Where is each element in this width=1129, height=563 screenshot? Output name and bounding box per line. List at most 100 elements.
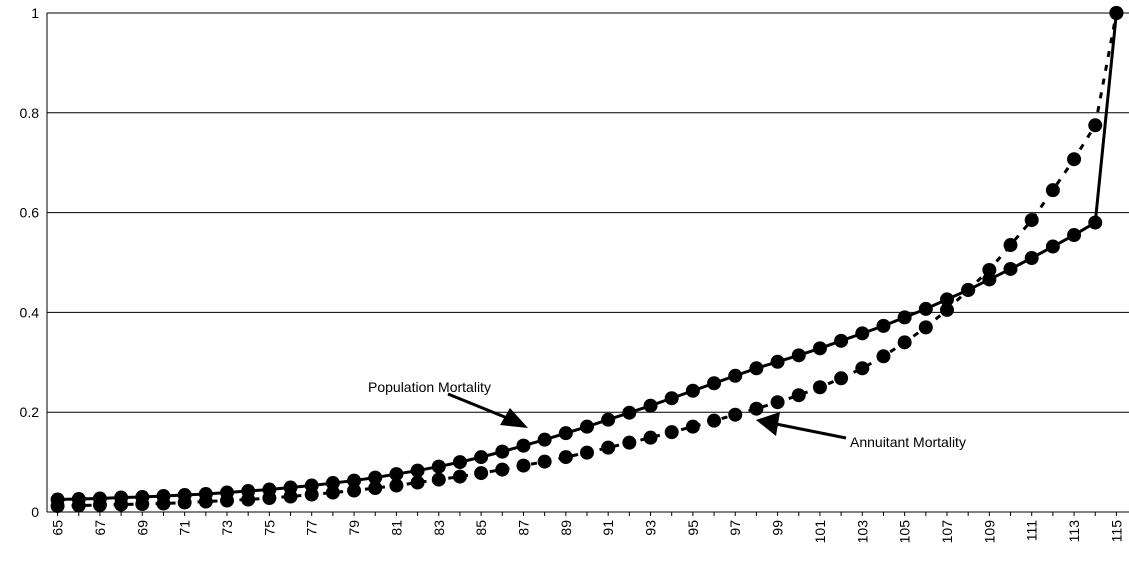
x-tick-label: 109 [981,520,997,544]
x-tick-label: 75 [261,520,277,536]
data-point [580,419,594,434]
data-point [664,391,679,406]
data-point [812,341,827,356]
data-point [1003,238,1018,253]
data-point [431,472,446,487]
data-point [834,333,849,348]
data-point [71,498,86,513]
data-point [431,459,446,474]
arrow-shaft [447,392,513,422]
x-tick-label: 79 [346,520,362,536]
data-point [897,310,912,325]
x-tick-label: 83 [431,520,447,536]
x-tick-label: 101 [812,520,828,544]
data-point [347,483,362,498]
data-point [92,498,107,513]
data-point [389,467,404,482]
data-point [749,361,764,376]
data-point [452,455,467,470]
data-point [537,454,552,469]
data-point [622,435,637,450]
data-point [1067,228,1082,243]
data-point [728,368,743,383]
data-point [707,413,722,428]
x-tick-label: 81 [388,520,404,536]
data-point [1003,261,1018,276]
x-tick-label: 91 [600,520,616,536]
data-point [474,450,489,465]
annotation-population: Population Mortality [368,379,528,428]
x-tick-label: 77 [304,520,320,536]
data-point [135,497,150,512]
data-point [474,466,489,481]
x-tick-label: 113 [1066,520,1082,543]
x-tick-label: 97 [727,520,743,536]
x-tick-label: 89 [558,520,574,536]
y-tick-label: 0.8 [20,105,40,121]
data-point [50,499,65,514]
data-point [1088,118,1103,133]
data-point [410,475,425,490]
data-point [537,432,552,447]
data-point [558,426,573,441]
x-tick-label: 73 [219,520,235,536]
data-point [304,487,319,502]
x-tick-label: 93 [643,520,659,536]
data-point [368,481,383,496]
data-point [283,489,298,504]
data-point [834,371,849,386]
y-tick-label: 1 [31,5,39,21]
arrow-head [500,408,528,428]
data-point [198,494,213,509]
data-point [918,301,933,316]
y-tick-label: 0.2 [20,404,40,420]
data-point [940,292,954,307]
y-tick-label: 0.4 [20,304,40,320]
data-point [664,425,679,440]
x-tick-label: 65 [50,520,66,536]
x-tick-label: 69 [134,520,150,536]
x-tick-label: 111 [1024,520,1040,541]
data-point [707,376,722,391]
data-point [410,463,425,478]
annotation-annuitant: Annuitant Mortality [756,412,966,450]
data-point [876,349,891,364]
data-point [1024,213,1039,228]
data-point [1024,251,1039,266]
data-point [1045,239,1060,254]
data-point [601,440,616,455]
data-point [791,388,806,403]
data-point [622,405,637,420]
data-point [347,473,362,488]
data-point [961,282,976,297]
arrow-shaft [775,422,847,440]
data-point [918,320,933,335]
x-tick-label: 99 [770,520,786,536]
data-point [643,430,658,445]
data-point [558,450,573,465]
data-point [812,380,827,395]
data-point [940,302,954,317]
arrow-head [756,412,780,436]
y-tick-label: 0 [31,504,39,520]
y-tick-label: 0.6 [20,205,40,221]
data-point [177,495,192,510]
data-point [1088,215,1103,230]
x-tick-label: 115 [1108,520,1124,543]
data-point [516,458,531,473]
data-point [516,438,531,453]
x-tick-label: 71 [177,520,193,536]
data-point [325,485,340,500]
data-point [495,444,510,459]
data-point [1109,6,1124,20]
data-point [262,491,277,506]
data-point [389,478,404,493]
data-point [728,407,743,422]
data-point [770,354,785,369]
data-point [368,470,383,485]
data-point [156,496,171,511]
data-point [685,419,700,434]
x-tick-label: 85 [473,520,489,536]
